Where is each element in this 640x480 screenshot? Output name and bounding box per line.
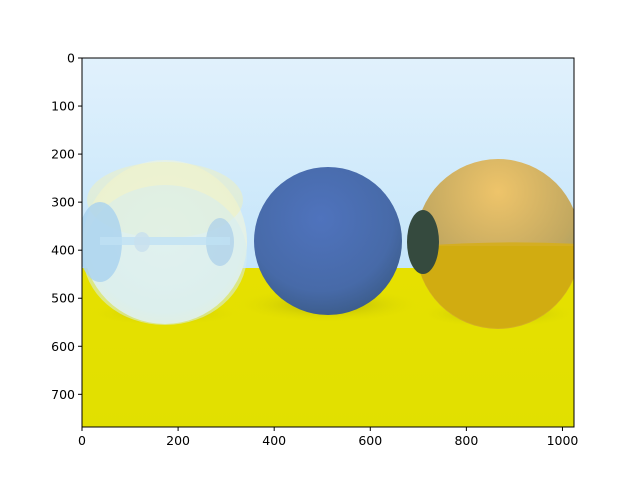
x-tick-label: 400 <box>262 433 286 448</box>
rendered-image <box>82 58 574 427</box>
y-tick-label: 300 <box>51 195 75 210</box>
gold-sphere <box>407 159 574 329</box>
y-tick-label: 600 <box>51 339 75 354</box>
blue-sphere <box>254 167 402 315</box>
y-tick-label: 400 <box>51 243 75 258</box>
y-tick-label: 100 <box>51 99 75 114</box>
y-tick-label: 0 <box>67 51 75 66</box>
x-tick-label: 1000 <box>547 433 579 448</box>
x-tick-label: 600 <box>358 433 382 448</box>
x-tick-label: 0 <box>78 433 86 448</box>
x-tick-label: 200 <box>166 433 190 448</box>
x-tick-label: 800 <box>454 433 478 448</box>
glass-sphere <box>82 160 247 325</box>
y-axis: 0 100 200 300 400 500 600 700 <box>51 51 82 402</box>
y-tick-label: 200 <box>51 147 75 162</box>
y-tick-label: 500 <box>51 291 75 306</box>
y-tick-label: 700 <box>51 387 75 402</box>
axes-frame <box>81 57 575 428</box>
x-axis: 0 200 400 600 800 1000 <box>78 427 578 448</box>
